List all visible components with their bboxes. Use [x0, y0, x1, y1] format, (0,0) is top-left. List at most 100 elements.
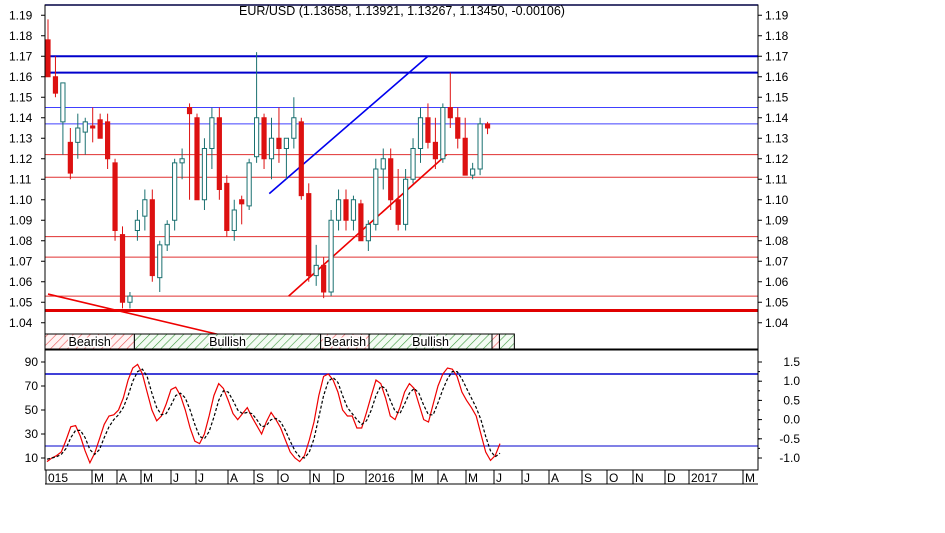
- x-tick-label: M: [745, 471, 755, 485]
- oscillator-tick-right: 1.0: [783, 374, 800, 388]
- y-tick-label-right: 1.17: [765, 49, 789, 63]
- y-tick-label-left: 1.17: [9, 49, 33, 63]
- candle-body: [373, 168, 379, 225]
- candle-body: [455, 117, 461, 139]
- y-tick-label-right: 1.08: [765, 234, 789, 248]
- y-tick-label-left: 1.09: [9, 213, 33, 227]
- chart-title: EUR/USD (1.13658, 1.13921, 1.13267, 1.13…: [239, 4, 565, 18]
- x-tick-label: 2017: [691, 471, 718, 485]
- candle-body: [254, 117, 260, 158]
- candle-body: [395, 199, 401, 225]
- candle-body: [209, 117, 215, 149]
- y-tick-label-left: 1.12: [9, 152, 33, 166]
- candle-body: [216, 117, 222, 190]
- y-tick-label-right: 1.06: [765, 275, 789, 289]
- candle-body: [201, 148, 208, 201]
- candle-body: [90, 125, 96, 129]
- x-tick-label: M: [414, 471, 424, 485]
- x-tick-label: 2016: [368, 471, 395, 485]
- trend-line: [268, 55, 429, 195]
- oscillator-tick-left: 30: [25, 427, 39, 441]
- y-tick-label-right: 1.07: [765, 254, 789, 268]
- candle-body: [67, 141, 73, 174]
- x-tick-label: D: [667, 471, 676, 485]
- y-tick-label-right: 1.16: [765, 70, 789, 84]
- candle-body: [365, 223, 371, 242]
- oscillator-tick-left: 10: [25, 451, 39, 465]
- candle-body: [105, 121, 111, 160]
- x-tick-label: A: [551, 471, 559, 485]
- x-tick-label: J: [173, 471, 179, 485]
- y-tick-label-left: 1.08: [9, 234, 33, 248]
- candle-body: [134, 219, 141, 231]
- candle-body: [343, 199, 349, 221]
- y-tick-label-right: 1.04: [765, 316, 789, 330]
- oscillator-tick-right: -1.0: [779, 451, 800, 465]
- candle-body: [194, 117, 200, 201]
- y-tick-label-right: 1.15: [765, 90, 789, 104]
- x-tick-label: J: [496, 471, 502, 485]
- candle-body: [321, 264, 327, 293]
- x-tick-label: S: [256, 471, 264, 485]
- y-tick-label-right: 1.19: [765, 8, 789, 22]
- y-tick-label-left: 1.05: [9, 295, 33, 309]
- candle-body: [246, 162, 252, 207]
- candle-body: [82, 121, 88, 133]
- candle-body: [417, 117, 424, 149]
- candle-body: [157, 244, 163, 279]
- oscillator-tick-right: 0.5: [783, 393, 800, 407]
- y-tick-label-right: 1.05: [765, 295, 789, 309]
- y-tick-label-left: 1.10: [9, 193, 33, 207]
- regime-bar: Bearish Bullish Bearish Bullish: [44, 333, 515, 351]
- candle-body: [224, 182, 230, 232]
- x-tick-label: D: [336, 471, 345, 485]
- candle-body: [432, 141, 438, 160]
- x-tick-label: O: [280, 471, 289, 485]
- candle-body: [261, 117, 267, 160]
- y-tick-label-right: 1.09: [765, 213, 789, 227]
- regime-label: Bullish: [412, 335, 449, 349]
- x-tick-label: N: [635, 471, 644, 485]
- candle-body: [350, 199, 357, 221]
- y-tick-label-left: 1.04: [9, 316, 33, 330]
- candle-body: [291, 117, 297, 139]
- x-tick-label: A: [440, 471, 448, 485]
- candle-body: [149, 199, 155, 277]
- price-y-ticks: 1.19 1.19 1.18 1.18 1.17 1.17 1.16 1.16 1.15 1.15…: [9, 8, 789, 330]
- x-tick-label: 015: [48, 471, 68, 485]
- y-tick-label-left: 1.19: [9, 8, 33, 22]
- candle-body: [127, 295, 133, 303]
- x-tick-label: S: [584, 471, 592, 485]
- y-tick-label-left: 1.13: [9, 131, 33, 145]
- x-axis: 015 M A M J J A S O N D 2016 M A M J J A S O N D 2017 M: [45, 470, 755, 485]
- regime-label: Bearish: [324, 335, 366, 349]
- y-tick-label-right: 1.12: [765, 152, 789, 166]
- candle-body: [231, 209, 237, 231]
- candle-body: [298, 121, 304, 197]
- candle-body: [306, 193, 312, 277]
- oscillator-tick-left: 50: [25, 403, 39, 417]
- candle-body: [60, 82, 66, 123]
- candle-body: [239, 199, 245, 205]
- candle-body: [335, 199, 342, 221]
- x-tick-label: M: [143, 471, 153, 485]
- oscillator-main-line: [46, 363, 501, 465]
- x-tick-label: J: [524, 471, 530, 485]
- candle-body: [186, 107, 193, 115]
- y-tick-label-left: 1.07: [9, 254, 33, 268]
- candle-body: [45, 39, 51, 78]
- y-tick-label-right: 1.11: [765, 172, 788, 186]
- oscillator-tick-right: -0.5: [779, 432, 800, 446]
- candle-body: [447, 107, 453, 119]
- oscillator-tick-right: 0.0: [783, 413, 800, 427]
- candle-body: [477, 123, 483, 170]
- candle-body: [112, 162, 118, 232]
- y-tick-label-left: 1.06: [9, 275, 33, 289]
- y-tick-label-left: 1.14: [9, 111, 33, 125]
- candle-body: [328, 219, 334, 293]
- oscillator-signal-line: [46, 368, 501, 460]
- oscillator-horizontal-lines: [45, 373, 758, 447]
- candle-body: [119, 234, 126, 303]
- x-tick-label: J: [198, 471, 204, 485]
- oscillator-tick-left: 90: [25, 355, 39, 369]
